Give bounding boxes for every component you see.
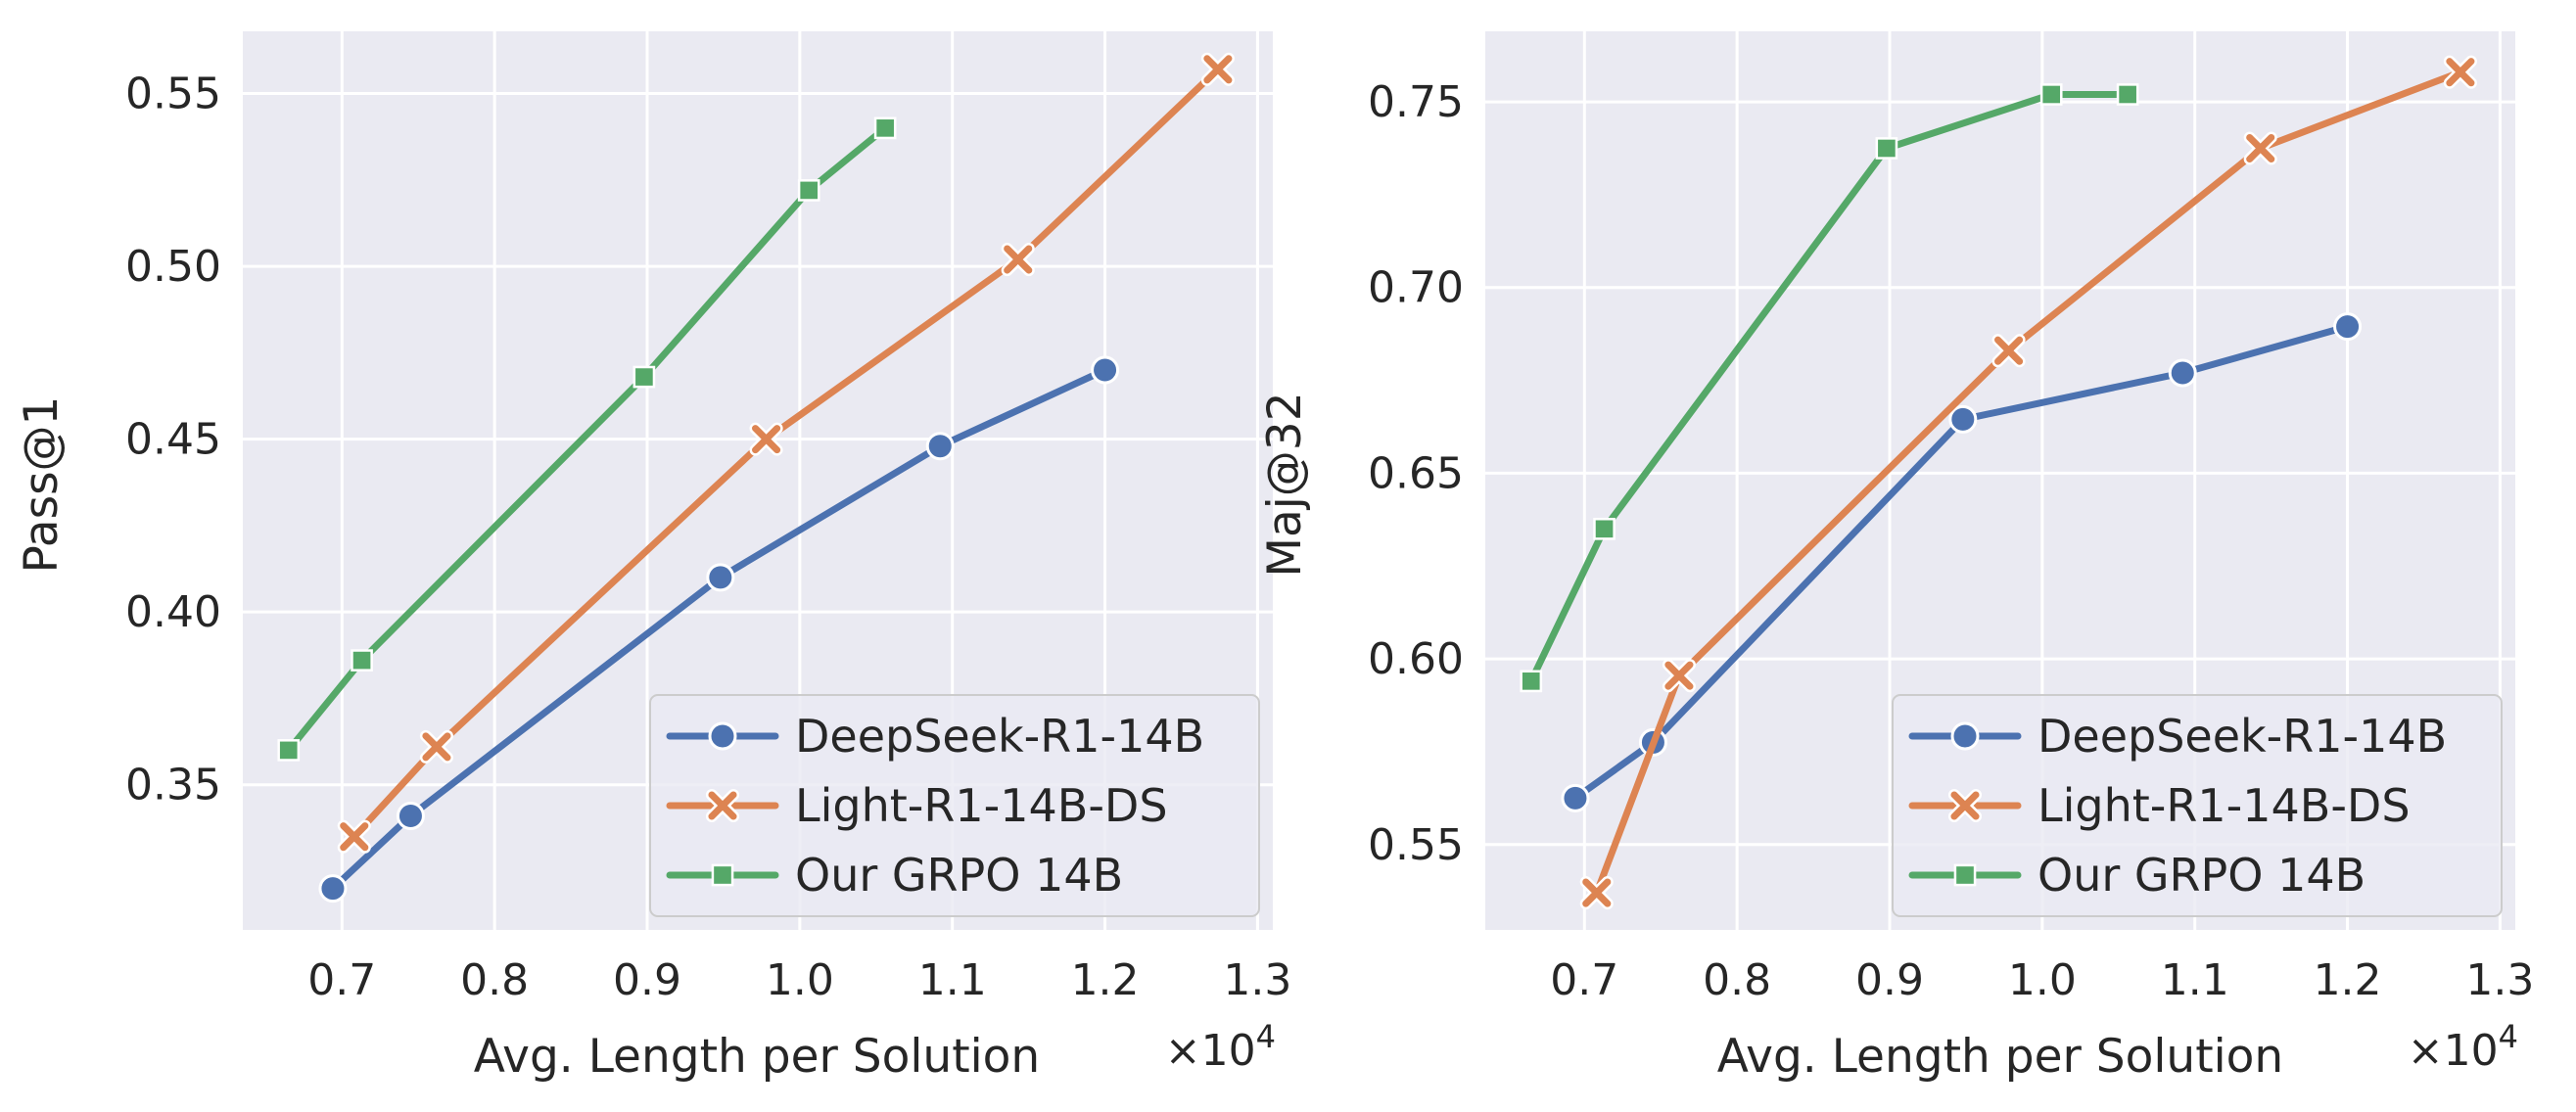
y-tick-label: 0.65	[1368, 448, 1464, 498]
data-point	[277, 739, 301, 762]
data-point	[1561, 783, 1590, 812]
legend-marker	[708, 721, 737, 751]
x-tick-label: 0.9	[613, 955, 681, 1005]
data-point	[419, 729, 453, 764]
data-point	[1520, 670, 1543, 693]
data-point	[1948, 404, 1978, 434]
x-tick-label: 1.2	[1071, 955, 1140, 1005]
data-point	[925, 432, 955, 461]
legend-label: DeepSeek-R1-14B	[2037, 710, 2447, 763]
data-point	[1200, 52, 1235, 86]
legend-box	[1892, 694, 2503, 917]
series-1	[318, 355, 1120, 904]
legend-label: Light-R1-14B-DS	[795, 779, 1168, 832]
y-tick-label: 0.60	[1368, 634, 1464, 684]
legend-entry: DeepSeek-R1-14B	[1908, 710, 2447, 763]
data-point	[318, 874, 348, 904]
legend-label: Light-R1-14B-DS	[2037, 779, 2411, 832]
data-point	[2243, 131, 2277, 165]
data-point	[1991, 334, 2026, 368]
y-axis-label: Pass@1	[15, 396, 69, 574]
legend-marker	[1953, 863, 1977, 887]
x-tick-label: 1.3	[2465, 955, 2534, 1005]
series-3	[277, 116, 897, 762]
x-tick-label: 0.7	[307, 955, 376, 1005]
y-axis-label: Maj@32	[1258, 392, 1312, 577]
legend-entry: Our GRPO 14B	[666, 849, 1123, 902]
legend-entry: DeepSeek-R1-14B	[666, 710, 1204, 763]
x-tick-label: 0.7	[1550, 955, 1618, 1005]
x-tick-label: 1.3	[1223, 955, 1291, 1005]
x-axis-label: Avg. Length per Solution	[474, 1030, 1040, 1084]
chart-panel-1: 0.7 0.8 0.9 1.0 1.1 1.2 1.3 0.35 0.40 0.45 0.50 0.5…	[15, 31, 1291, 1084]
data-point	[2116, 83, 2139, 106]
y-tick-label: 0.50	[125, 242, 221, 292]
x-tick-label: 0.8	[1703, 955, 1771, 1005]
legend-entry: Light-R1-14B-DS	[666, 779, 1168, 832]
series-3	[1520, 83, 2139, 693]
x-tick-label: 0.9	[1855, 955, 1924, 1005]
data-point	[351, 649, 373, 672]
series-2	[1579, 55, 2477, 910]
data-point	[1001, 242, 1035, 277]
x-tick-label: 1.1	[2161, 955, 2229, 1005]
data-point	[2168, 358, 2197, 388]
x-tick-label: 0.8	[460, 955, 529, 1005]
data-point	[706, 563, 735, 592]
x-tick-label: 1.1	[918, 955, 987, 1005]
data-point	[873, 116, 897, 140]
data-point	[2039, 83, 2063, 106]
legend-marker	[705, 788, 740, 823]
data-point	[749, 422, 783, 456]
x-tick-label: 1.0	[2008, 955, 2077, 1005]
data-point	[1091, 355, 1120, 385]
y-tick-label: 0.70	[1368, 263, 1464, 313]
data-point	[1579, 876, 1614, 910]
legend-marker	[1950, 721, 1980, 751]
legend-label: Our GRPO 14B	[2037, 849, 2365, 902]
legend: DeepSeek-R1-14B Light-R1-14B-DS Our GRPO 1…	[1892, 694, 2503, 917]
y-tick-label: 0.55	[125, 70, 221, 119]
chart-panel-2: 0.7 0.8 0.9 1.0 1.1 1.2 1.3 0.55 0.60 0.65 0.70 0.7…	[1258, 31, 2534, 1084]
legend-label: Our GRPO 14B	[795, 849, 1123, 902]
data-point	[396, 801, 425, 830]
data-point	[632, 365, 656, 389]
legend-marker	[711, 863, 734, 887]
x-tick-label: 1.2	[2314, 955, 2382, 1005]
data-point	[2443, 55, 2477, 89]
x-tick-label: 1.0	[766, 955, 834, 1005]
series-2	[337, 52, 1235, 854]
data-point	[1593, 517, 1616, 540]
data-point	[797, 179, 820, 202]
legend-label: DeepSeek-R1-14B	[795, 710, 1204, 763]
x-axis-offset-label: ×104	[2408, 1018, 2518, 1076]
data-point	[337, 819, 371, 854]
legend: DeepSeek-R1-14B Light-R1-14B-DS Our GRPO 1…	[649, 694, 1260, 917]
y-tick-label: 0.75	[1368, 77, 1464, 127]
data-point	[1875, 137, 1898, 160]
legend-box	[649, 694, 1260, 917]
x-axis-offset-label: ×104	[1165, 1018, 1276, 1076]
legend-marker	[1947, 788, 1983, 823]
series-1	[1561, 312, 2363, 812]
y-tick-label: 0.45	[125, 415, 221, 465]
y-tick-label: 0.35	[125, 761, 221, 811]
legend-entry: Light-R1-14B-DS	[1908, 779, 2411, 832]
data-point	[1662, 659, 1696, 693]
data-point	[2333, 312, 2363, 342]
x-axis-label: Avg. Length per Solution	[1717, 1030, 2283, 1084]
y-tick-label: 0.55	[1368, 820, 1464, 870]
y-tick-label: 0.40	[125, 587, 221, 637]
legend-entry: Our GRPO 14B	[1908, 849, 2365, 902]
